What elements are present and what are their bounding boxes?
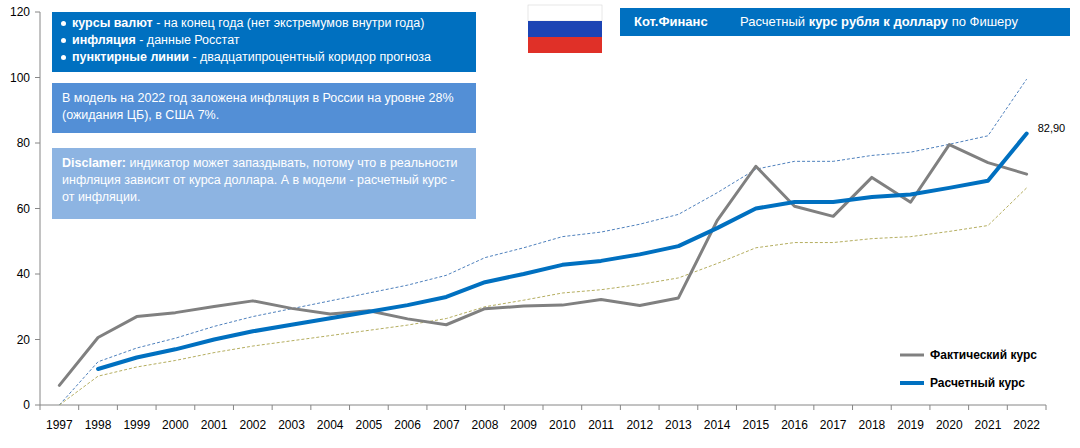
x-tick-label: 1999	[123, 418, 150, 432]
x-tick-label: 2005	[356, 418, 383, 432]
x-tick	[194, 405, 195, 410]
x-tick-label: 2004	[317, 418, 344, 432]
y-tick	[35, 12, 40, 13]
x-tick-label: 2008	[472, 418, 499, 432]
x-tick	[156, 405, 157, 410]
x-tick-label: 2001	[201, 418, 228, 432]
x-tick-label: 2017	[820, 418, 847, 432]
x-tick	[736, 405, 737, 410]
title: Расчетный курс рубля к доллару по Фишеру	[740, 8, 1018, 36]
x-tick	[117, 405, 118, 410]
y-tick	[35, 339, 40, 340]
annotation-box: Disclamer: индикатор может запаздывать, …	[52, 148, 476, 219]
x-tick	[852, 405, 853, 410]
x-tick	[78, 405, 79, 410]
x-tick	[697, 405, 698, 410]
x-tick-label: 2006	[394, 418, 421, 432]
x-tick	[504, 405, 505, 410]
x-tick-label: 1998	[85, 418, 112, 432]
x-tick	[1007, 405, 1008, 410]
y-tick	[35, 274, 40, 275]
x-tick-label: 2021	[975, 418, 1002, 432]
x-tick-label: 2011	[588, 418, 614, 432]
x-tick	[1046, 405, 1047, 410]
legend-swatch	[900, 381, 924, 385]
x-tick-label: 2016	[781, 418, 808, 432]
x-tick-label: 2009	[510, 418, 537, 432]
x-tick-label: 2012	[626, 418, 653, 432]
legend-swatch	[900, 354, 924, 357]
flag-white	[528, 5, 602, 21]
x-tick	[659, 405, 660, 410]
x-tick	[310, 405, 311, 410]
brand: Кот.Финанс	[634, 8, 708, 36]
x-tick-label: 2022	[1013, 418, 1040, 432]
x-tick-label: 2007	[433, 418, 460, 432]
y-tick	[35, 405, 40, 406]
x-tick-label: 2020	[936, 418, 963, 432]
bullet	[61, 38, 66, 43]
y-tick	[35, 77, 40, 78]
annotation-item: курсы валют - на конец года (нет экстрем…	[60, 15, 468, 32]
corridor-line	[59, 188, 1026, 405]
title-bar: Кот.Финанс Расчетный курс рубля к доллару…	[620, 8, 1070, 36]
x-tick-label: 2013	[665, 418, 692, 432]
x-tick-label: 2002	[239, 418, 266, 432]
annotation-text: В модель на 2022 год заложена инфляция в…	[62, 90, 466, 124]
annotation-box: курсы валют - на конец года (нет экстрем…	[52, 12, 476, 72]
x-tick-label: 2015	[742, 418, 769, 432]
y-tick-label: 40	[17, 267, 31, 281]
x-tick-label: 2000	[162, 418, 189, 432]
x-tick	[388, 405, 389, 410]
y-tick-label: 120	[10, 5, 30, 19]
x-tick-label: 2010	[549, 418, 576, 432]
y-tick-label: 100	[10, 71, 30, 85]
x-tick	[891, 405, 892, 410]
x-tick	[40, 405, 41, 410]
y-tick-label: 0	[23, 398, 30, 412]
x-tick-label: 2019	[897, 418, 924, 432]
x-tick	[929, 405, 930, 410]
y-tick	[35, 143, 40, 144]
annotation-item: инфляция - данные Росстат	[60, 32, 468, 49]
y-tick-label: 80	[17, 136, 31, 150]
annotation-item: пунктирные линии - двадцатипроцентный ко…	[60, 49, 468, 66]
legend-label: Расчетный курс	[930, 376, 1025, 390]
x-tick	[233, 405, 234, 410]
x-tick-label: 2014	[704, 418, 731, 432]
x-tick	[272, 405, 273, 410]
annotation-text: Disclamer: индикатор может запаздывать, …	[62, 155, 466, 206]
x-tick	[465, 405, 466, 410]
x-tick	[543, 405, 544, 410]
x-tick	[775, 405, 776, 410]
x-tick	[813, 405, 814, 410]
bullet	[61, 21, 66, 26]
flag-red	[528, 37, 602, 53]
y-tick	[35, 208, 40, 209]
bullet	[61, 55, 66, 60]
x-tick-label: 2018	[859, 418, 886, 432]
y-tick-label: 60	[17, 202, 31, 216]
data-label: 82,90	[1038, 122, 1066, 134]
x-tick	[426, 405, 427, 410]
x-tick	[581, 405, 582, 410]
x-tick	[968, 405, 969, 410]
flag-blue	[528, 21, 602, 37]
x-tick-label: 1997	[46, 418, 73, 432]
series-line	[59, 145, 1026, 386]
x-tick	[620, 405, 621, 410]
x-tick-label: 2003	[278, 418, 305, 432]
x-tick	[349, 405, 350, 410]
annotation-box: В модель на 2022 год заложена инфляция в…	[52, 83, 476, 133]
legend-label: Фактический курс	[930, 348, 1037, 362]
y-tick-label: 20	[17, 333, 31, 347]
